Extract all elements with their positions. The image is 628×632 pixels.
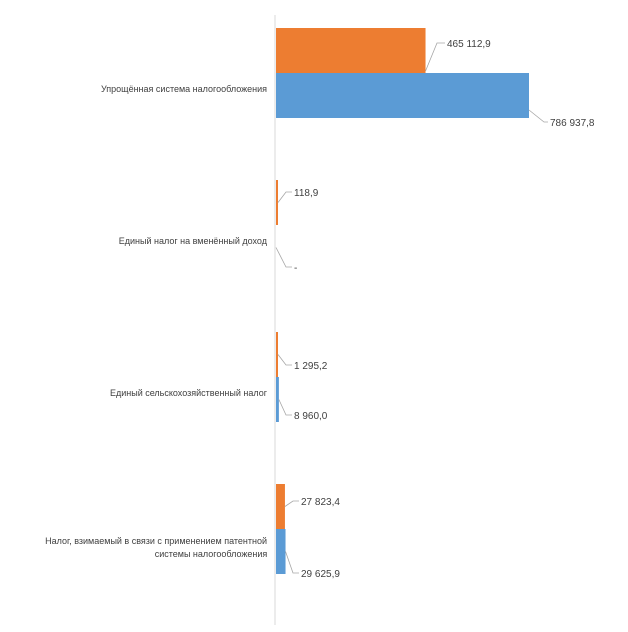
data-label: 465 112,9 — [447, 39, 491, 50]
data-label: 786 937,8 — [550, 118, 595, 129]
category-labels-layer: Упрощённая система налогообложения Единый… — [45, 84, 268, 559]
category-label: Налог, взимаемый в связи с применением п… — [45, 536, 267, 559]
label-leader-line — [278, 399, 292, 416]
label-leader-line — [277, 354, 292, 366]
data-label: 118,9 — [294, 188, 319, 199]
label-leader-line — [425, 42, 445, 72]
leader-lines-layer — [275, 42, 548, 574]
data-label: - — [294, 263, 297, 274]
data-label: 1 295,2 — [294, 361, 328, 372]
data-label: 8 960,0 — [294, 411, 328, 422]
category-label: Единый налог на вменённый доход — [119, 236, 268, 246]
data-labels-layer: 786 937,8 - 8 960,0 29 625,9 465 112,9 118,9 1… — [294, 39, 595, 580]
data-label: 27 823,4 — [301, 497, 340, 508]
category-label: Упрощённая система налогообложения — [101, 84, 267, 94]
bar-series-orange — [276, 28, 426, 73]
label-leader-line — [275, 247, 292, 268]
label-leader-line — [285, 551, 299, 574]
data-label: 29 625,9 — [301, 569, 340, 580]
bar-series-blue — [276, 529, 286, 574]
label-leader-line — [528, 109, 548, 123]
bar-series-blue — [276, 377, 279, 422]
bar-series-orange — [276, 180, 278, 225]
bars-layer — [276, 28, 529, 574]
category-label: Единый сельскохозяйственный налог — [110, 388, 268, 398]
label-leader-line — [284, 500, 299, 507]
label-leader-line — [277, 191, 292, 203]
bar-series-orange — [276, 484, 285, 529]
bar-series-blue — [276, 73, 529, 118]
bar-series-orange — [276, 332, 278, 377]
